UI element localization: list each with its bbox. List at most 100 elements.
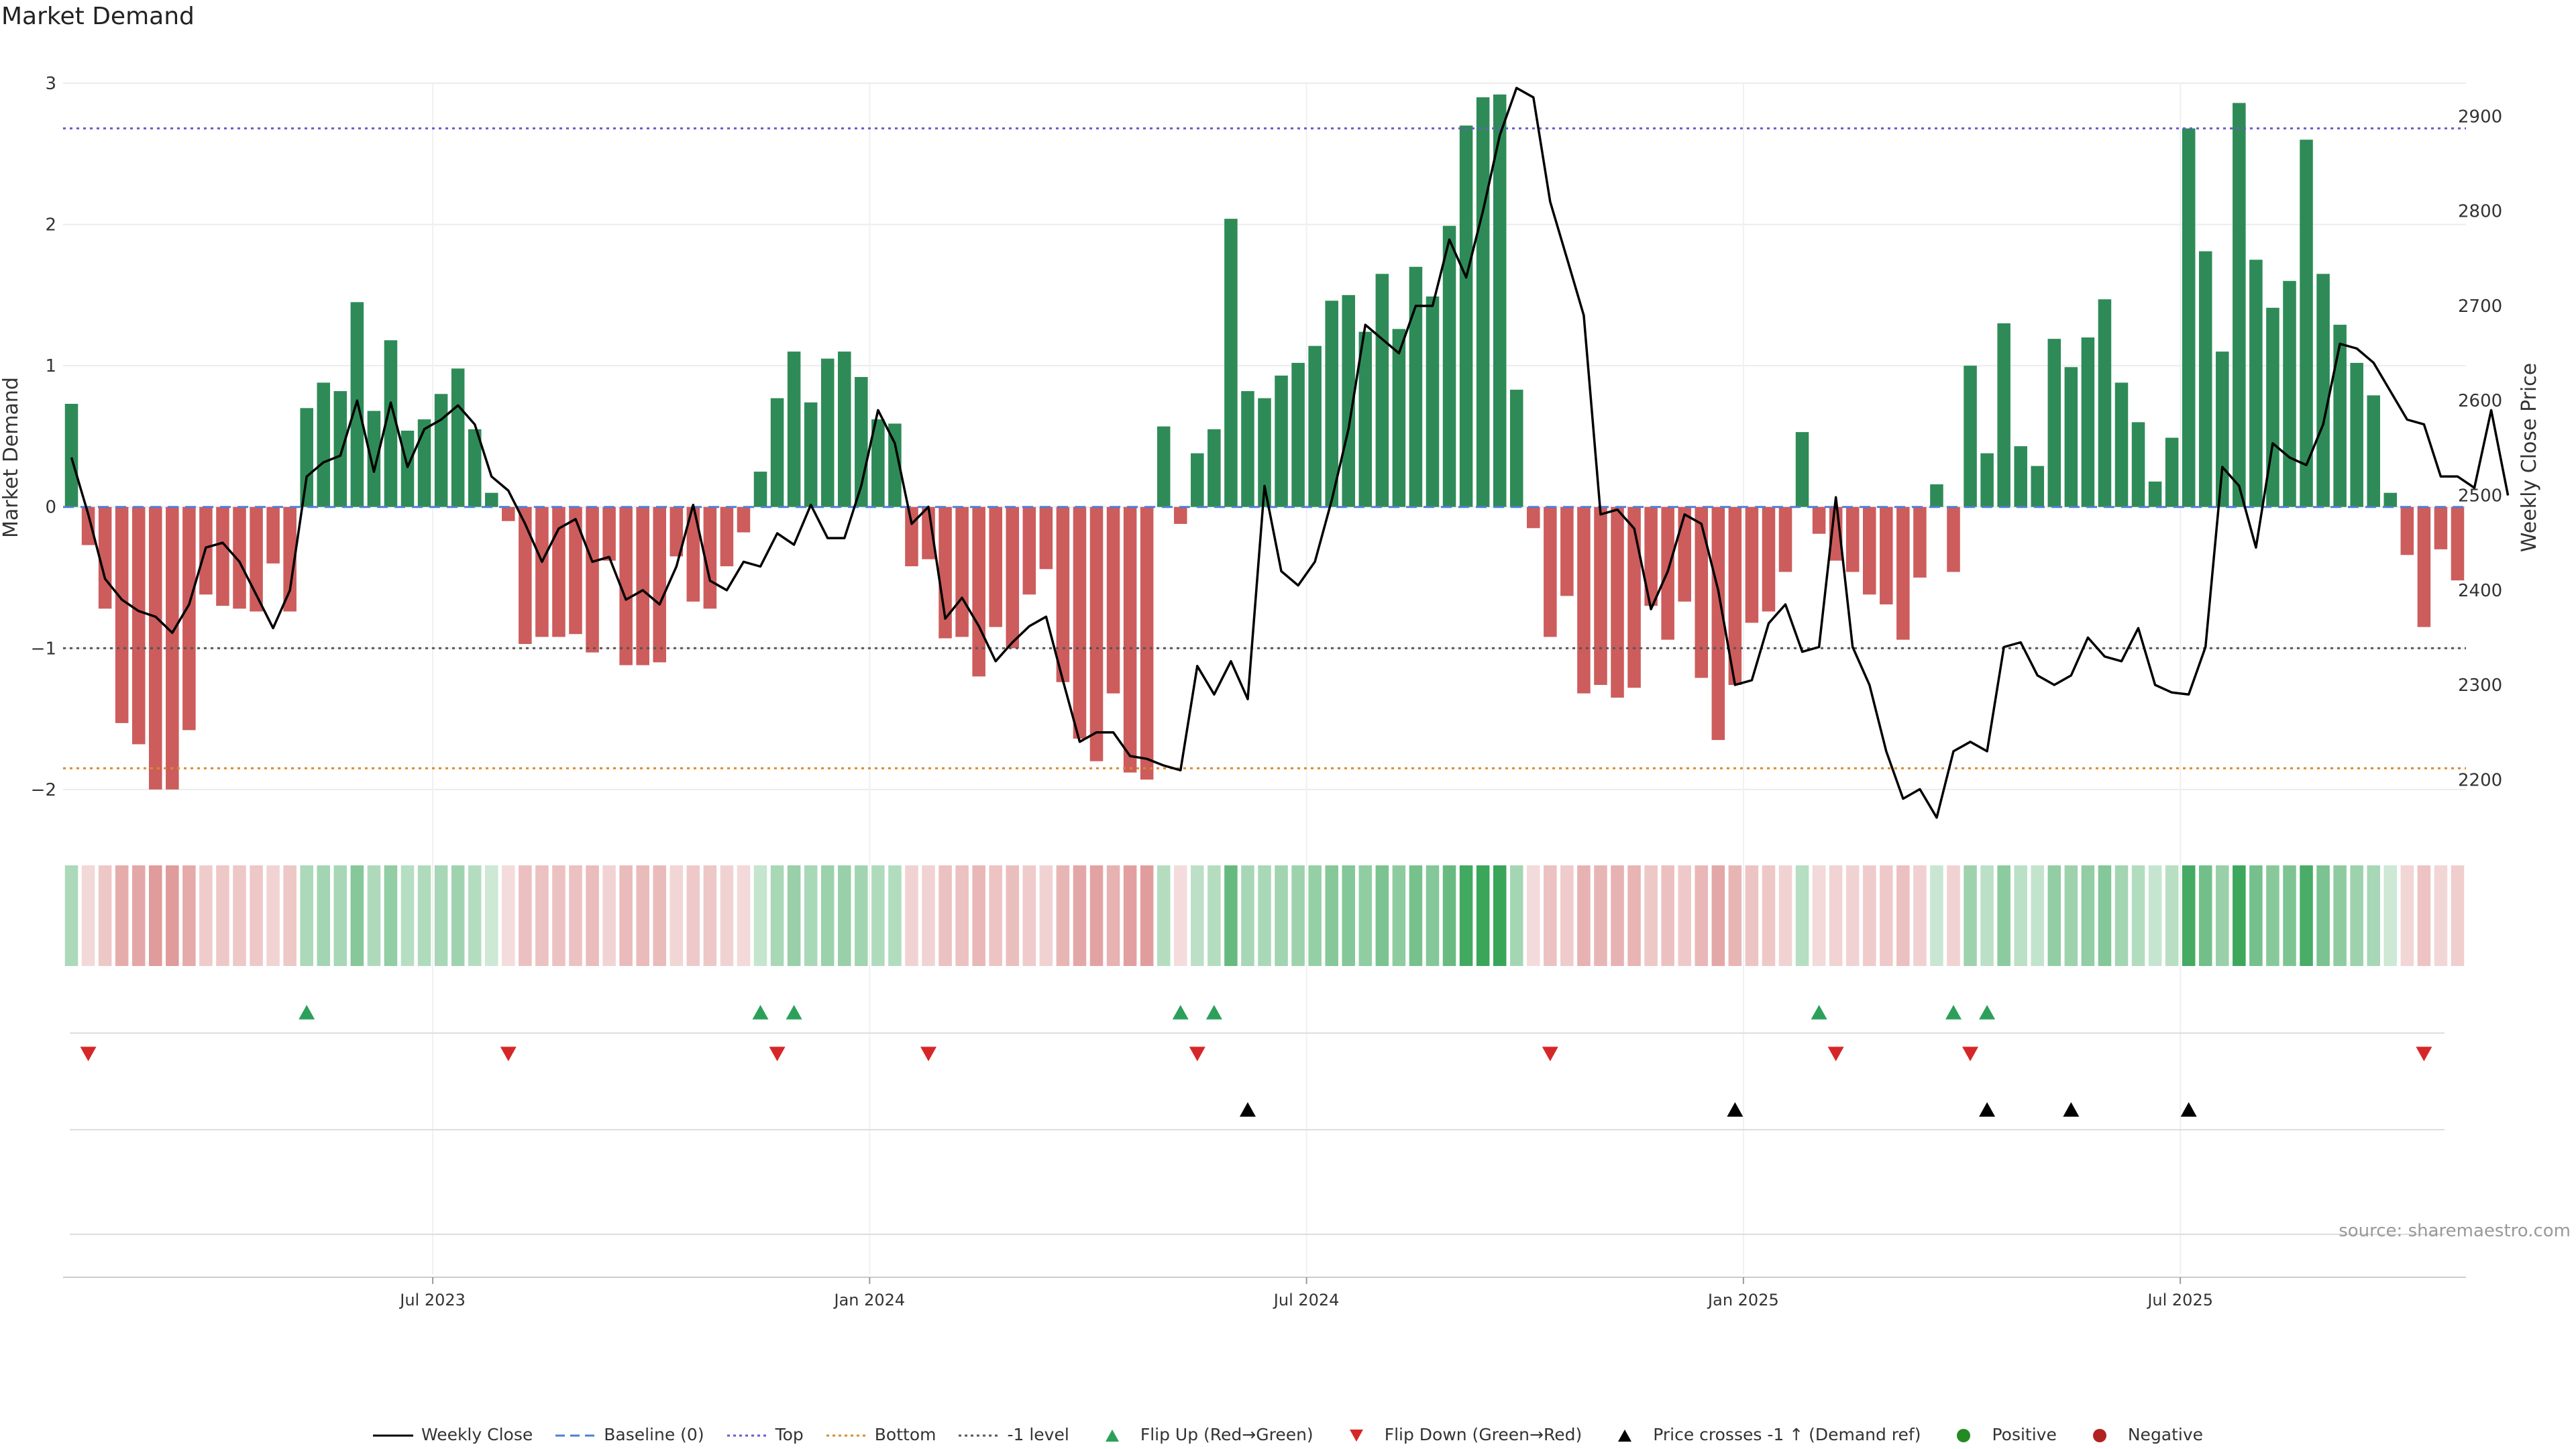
heat-cell (182, 865, 196, 966)
heat-cell (2249, 865, 2263, 966)
heat-cell (1812, 865, 1826, 966)
heat-cell (1224, 865, 1238, 966)
demand-bar (64, 403, 78, 507)
legend-item-flip-down: Flip Down (Green→Red) (1336, 1425, 1582, 1444)
demand-bar (888, 423, 902, 507)
heat-cell (619, 865, 633, 966)
legend-item-bottom: Bottom (826, 1425, 936, 1444)
heat-cell (1913, 865, 1927, 966)
heat-cell (1980, 865, 1994, 966)
heat-cell (1527, 865, 1540, 966)
heat-cell (484, 865, 498, 966)
legend-swatch-baseline (555, 1428, 596, 1442)
demand-bar (569, 506, 582, 635)
demand-bar (384, 340, 398, 507)
heat-cell (2047, 865, 2061, 966)
heat-cell (2350, 865, 2363, 966)
demand-bar (1123, 506, 1137, 773)
demand-bar (367, 411, 381, 507)
demand-bar (686, 506, 700, 602)
legend-item-positive: Positive (1943, 1425, 2057, 1444)
heat-cell (283, 865, 297, 966)
demand-bar (1577, 506, 1591, 694)
demand-bar (1056, 506, 1070, 682)
heat-cell (1308, 865, 1322, 966)
legend: Weekly Close Baseline (0) Top Bottom -1 leve… (0, 1425, 2576, 1444)
price-cross-marker (1239, 1102, 1256, 1117)
heat-cell (199, 865, 213, 966)
heat-cell (1476, 865, 1490, 966)
demand-bar (2031, 466, 2045, 507)
heat-cell (938, 865, 952, 966)
heat-cell (519, 865, 532, 966)
legend-label: Bottom (874, 1425, 936, 1444)
heat-cell (2098, 865, 2112, 966)
heat-cell (787, 865, 801, 966)
demand-bar (1930, 484, 1943, 507)
demand-bar (519, 506, 532, 644)
demand-bar (1728, 506, 1742, 686)
legend-label: Negative (2127, 1425, 2204, 1444)
heat-cell (1342, 865, 1356, 966)
heat-cell (1208, 865, 1221, 966)
heat-cell (1140, 865, 1154, 966)
demand-bar (1947, 506, 1960, 572)
demand-bar (938, 506, 952, 639)
heat-cell (1695, 865, 1709, 966)
y-axis-label: Market Demand (0, 377, 23, 538)
heat-cell (1039, 865, 1053, 966)
legend-item-negative: Negative (2080, 1425, 2203, 1444)
demand-bar (669, 506, 684, 557)
legend-swatch-minus1 (959, 1428, 1000, 1442)
heat-cell (2417, 865, 2431, 966)
heat-cell (1661, 865, 1674, 966)
heat-cell (98, 865, 112, 966)
demand-bar (400, 430, 415, 507)
demand-bar (2434, 506, 2448, 549)
demand-bar (2114, 382, 2129, 507)
flip-up-marker (752, 1005, 769, 1020)
heat-cell (350, 865, 364, 966)
demand-bar (2098, 299, 2112, 507)
heat-cell (1896, 865, 1910, 966)
heat-cell (1157, 865, 1171, 966)
demand-bar (1208, 429, 1221, 507)
heat-cell (451, 865, 465, 966)
heat-cell (1862, 865, 1876, 966)
demand-bar (2283, 280, 2296, 507)
demand-bar (2081, 337, 2095, 507)
demand-bar (1493, 94, 1507, 507)
heat-cell (434, 865, 448, 966)
demand-bar (737, 506, 751, 533)
heat-cell (1191, 865, 1204, 966)
heat-cell (250, 865, 263, 966)
heat-cell (871, 865, 885, 966)
demand-bar (2064, 367, 2078, 507)
legend-item-minus1: -1 level (959, 1425, 1069, 1444)
heat-cell (669, 865, 684, 966)
demand-bar (535, 506, 549, 637)
heat-cell (686, 865, 700, 966)
heat-cell (2114, 865, 2129, 966)
heat-cell (569, 865, 582, 966)
flip-down-marker (2416, 1046, 2432, 1061)
heat-cell (703, 865, 717, 966)
demand-bar (468, 429, 482, 507)
y-tick-label: 3 (45, 74, 56, 94)
demand-bar (1594, 506, 1607, 686)
demand-bar (2333, 325, 2347, 507)
demand-bar (1997, 323, 2010, 507)
demand-bar (1308, 345, 1322, 507)
heat-cell (2233, 865, 2246, 966)
heat-cell (216, 865, 229, 966)
heat-cell (1459, 865, 1473, 966)
heat-cell (1392, 865, 1406, 966)
heat-cell (855, 865, 868, 966)
demand-bar (502, 506, 515, 521)
heat-cell (1291, 865, 1305, 966)
x-tick-label: Jan 2024 (833, 1291, 905, 1309)
demand-bar (1476, 97, 1490, 507)
demand-bar (972, 506, 985, 677)
heat-cell (905, 865, 918, 966)
demand-bar (2383, 492, 2398, 507)
